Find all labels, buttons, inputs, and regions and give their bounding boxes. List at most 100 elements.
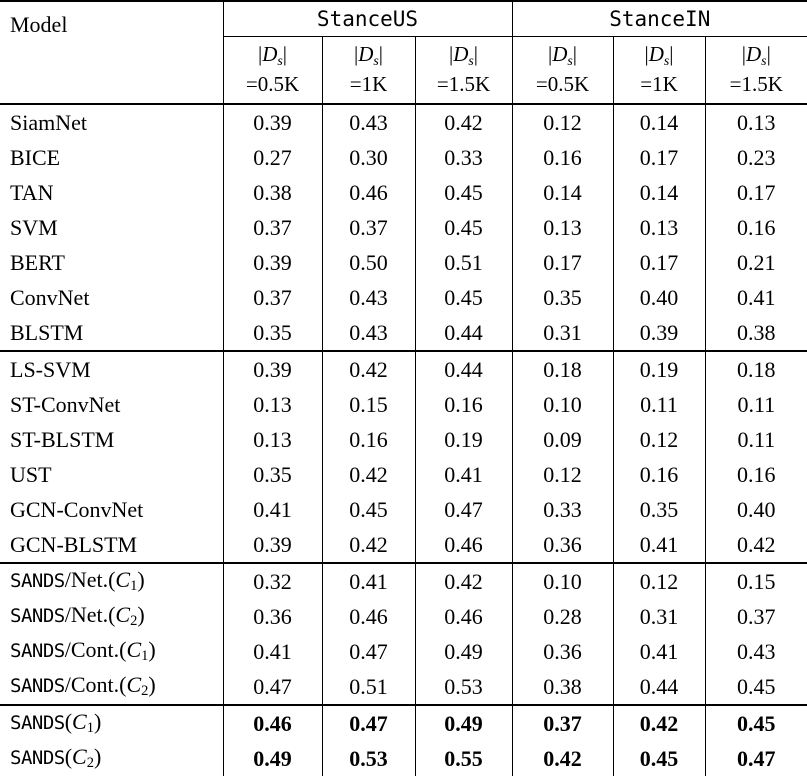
score-cell: 0.39: [222, 245, 322, 280]
subcol-header: |Ds| =1.5K: [414, 36, 513, 104]
score-cell: 0.15: [321, 387, 415, 422]
text-segment: SANDS: [10, 640, 65, 663]
text-segment: D: [358, 42, 374, 67]
score-cell: 0.09: [511, 422, 614, 457]
score-cell: 0.16: [704, 457, 807, 492]
score-cell: 0.14: [612, 104, 706, 140]
score-cell: 0.36: [511, 527, 614, 563]
dataset-size-symbol: |Ds|: [614, 40, 705, 70]
text-segment: |: [449, 42, 454, 67]
table-row: ST-BLSTM 0.13 0.16 0.19 0.09 0.12 0.11: [0, 422, 807, 457]
group-header-stancein: StanceIN: [511, 1, 807, 37]
score-cell: 0.23: [704, 140, 807, 175]
score-cell: 0.14: [511, 175, 614, 210]
text-segment: BICE: [10, 144, 61, 170]
score-cell: 0.41: [222, 634, 322, 669]
text-segment: ): [137, 602, 145, 628]
text-segment: s: [761, 53, 767, 69]
text-segment: 2: [130, 613, 138, 630]
model-name-cell: LS-SVM: [0, 351, 223, 387]
score-cell: 0.35: [222, 457, 322, 492]
score-cell: 0.42: [321, 351, 415, 387]
text-segment: TAN: [10, 179, 54, 205]
score-cell: 0.13: [222, 387, 322, 422]
score-cell: 0.49: [414, 634, 513, 669]
score-cell: 0.16: [704, 210, 807, 245]
score-cell: 0.53: [414, 669, 513, 705]
table-row: UST 0.35 0.42 0.41 0.12 0.16 0.16: [0, 457, 807, 492]
score-cell: 0.32: [222, 563, 322, 599]
score-cell: 0.17: [612, 245, 706, 280]
text-segment: C: [115, 602, 131, 628]
text-segment: D: [745, 42, 762, 67]
score-cell: 0.11: [704, 422, 807, 457]
score-cell: 0.46: [414, 527, 513, 563]
score-cell: 0.36: [511, 634, 614, 669]
model-name-cell: UST: [0, 457, 223, 492]
text-segment: LS-SVM: [10, 356, 91, 382]
score-cell: 0.12: [612, 563, 706, 599]
score-cell: 0.40: [704, 492, 807, 527]
text-segment: |: [741, 42, 746, 67]
text-segment: |: [572, 42, 578, 67]
score-cell: 0.41: [222, 492, 322, 527]
model-column-header: Model: [10, 12, 68, 37]
model-name-cell: SANDS/Net.(C1): [0, 563, 223, 599]
table-row: SiamNet 0.39 0.43 0.42 0.12 0.14 0.13: [0, 104, 807, 140]
text-segment: /Net.(: [64, 567, 116, 593]
score-cell: 0.41: [612, 527, 706, 563]
score-cell: 0.43: [321, 315, 415, 351]
table-row: SANDS/Cont.(C2) 0.47 0.51 0.53 0.38 0.44 0.45: [0, 669, 807, 705]
model-name-cell: SANDS(C2): [0, 741, 223, 776]
text-segment: ConvNet: [10, 284, 90, 310]
subcol-header: |Ds| =0.5K: [222, 36, 322, 104]
text-segment: |: [282, 42, 287, 67]
text-segment: C: [126, 637, 142, 663]
score-cell: 0.42: [321, 527, 415, 563]
text-segment: D: [453, 42, 469, 67]
score-cell: 0.30: [321, 140, 415, 175]
table-row: SANDS/Cont.(C1) 0.41 0.47 0.49 0.36 0.41 0.43: [0, 634, 807, 669]
text-segment: (: [64, 709, 73, 735]
score-cell: 0.45: [414, 175, 513, 210]
text-segment: |: [257, 42, 263, 67]
score-cell: 0.39: [222, 527, 322, 563]
score-cell: 0.27: [222, 140, 322, 175]
dataset-size-value: =0.5K: [535, 72, 590, 97]
text-segment: ): [148, 672, 156, 698]
text-segment: GCN-ConvNet: [10, 496, 144, 522]
dataset-size-value: =0.5K: [245, 72, 300, 97]
dataset-size-value: =1.5K: [729, 72, 783, 97]
table-row: TAN 0.38 0.46 0.45 0.14 0.14 0.17: [0, 175, 807, 210]
model-name-cell: SANDS/Cont.(C2): [0, 669, 223, 705]
table-row: BERT 0.39 0.50 0.51 0.17 0.17 0.21: [0, 245, 807, 280]
score-cell: 0.49: [222, 741, 322, 776]
model-name-cell: BICE: [0, 140, 223, 175]
text-segment: C: [115, 567, 131, 593]
text-segment: BERT: [10, 249, 65, 275]
model-name-cell: SiamNet: [0, 104, 223, 140]
score-cell: 0.10: [511, 387, 614, 422]
score-cell: 0.41: [414, 457, 513, 492]
dataset-size-value: =1.5K: [436, 72, 491, 97]
subcol-header: |Ds| =0.5K: [511, 36, 614, 104]
score-cell: 0.31: [612, 599, 706, 634]
group-header-stanceus: StanceUS: [222, 1, 513, 37]
text-segment: |: [378, 42, 383, 67]
score-cell: 0.39: [222, 104, 322, 140]
text-segment: D: [552, 42, 568, 67]
score-cell: 0.53: [321, 741, 415, 776]
text-segment: 1: [86, 720, 94, 737]
table-row: BICE 0.27 0.30 0.33 0.16 0.17 0.23: [0, 140, 807, 175]
dataset-size-symbol: |Ds|: [706, 40, 807, 70]
score-cell: 0.16: [414, 387, 513, 422]
score-cell: 0.42: [612, 705, 706, 741]
table-row: SANDS/Net.(C1) 0.32 0.41 0.42 0.10 0.12 0.15: [0, 563, 807, 599]
group-header-row: Model StanceUS StanceIN: [0, 1, 807, 37]
text-segment: 1: [141, 648, 149, 665]
subheader-row: |Ds| =0.5K |Ds| =1K |Ds| =1.5K |Ds| =0.5K |Ds| =1…: [0, 36, 807, 104]
score-cell: 0.16: [612, 457, 706, 492]
score-cell: 0.42: [414, 563, 513, 599]
table-row: SANDS(C1) 0.46 0.47 0.49 0.37 0.42 0.45: [0, 705, 807, 741]
